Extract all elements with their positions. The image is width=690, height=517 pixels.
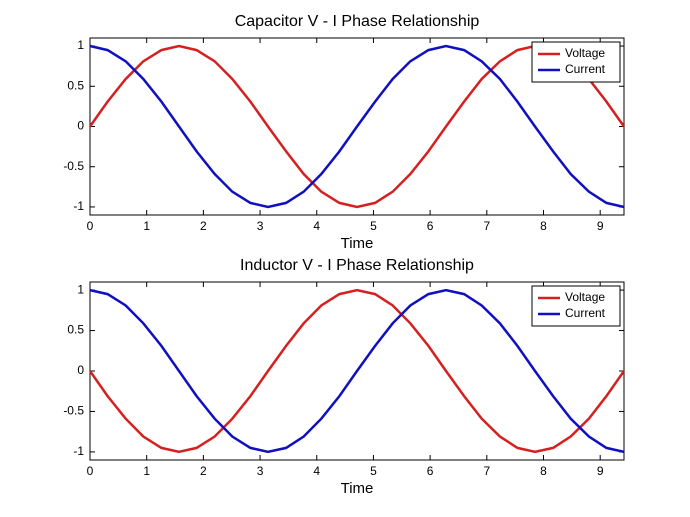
x-tick-label: 0 xyxy=(87,219,94,233)
x-tick-label: 3 xyxy=(257,464,264,478)
x-tick-label: 1 xyxy=(143,219,150,233)
y-tick-label: 0 xyxy=(77,119,84,133)
legend-label: Voltage xyxy=(565,46,605,60)
chart-title: Inductor V - I Phase Relationship xyxy=(240,257,474,274)
y-tick-label: 0.5 xyxy=(67,323,84,337)
x-tick-label: 3 xyxy=(257,219,264,233)
x-tick-label: 2 xyxy=(200,464,207,478)
x-tick-label: 8 xyxy=(540,219,547,233)
legend-label: Current xyxy=(565,306,606,320)
series-line xyxy=(89,44,625,209)
y-tick-label: 0.5 xyxy=(67,78,84,92)
x-tick-label: 8 xyxy=(540,464,547,478)
series-line xyxy=(89,288,625,454)
x-tick-label: 2 xyxy=(200,219,207,233)
legend-label: Voltage xyxy=(565,290,605,304)
chart-title: Capacitor V - I Phase Relationship xyxy=(235,13,480,30)
y-tick-label: -1 xyxy=(73,444,84,458)
x-axis-label: Time xyxy=(341,480,374,497)
x-tick-label: 9 xyxy=(597,464,604,478)
legend-label: Current xyxy=(565,62,606,76)
y-tick-label: 0 xyxy=(77,363,84,377)
y-tick-label: 1 xyxy=(77,38,84,52)
y-tick-label: -0.5 xyxy=(63,159,84,173)
x-axis-label: Time xyxy=(341,235,374,252)
series-line xyxy=(88,288,626,454)
y-tick-label: -1 xyxy=(73,199,84,213)
x-tick-label: 5 xyxy=(370,464,377,478)
x-tick-label: 4 xyxy=(313,219,320,233)
y-tick-label: -0.5 xyxy=(63,404,84,418)
x-tick-label: 5 xyxy=(370,219,377,233)
x-tick-label: 9 xyxy=(597,219,604,233)
y-tick-label: 1 xyxy=(77,282,84,296)
legend-box xyxy=(531,41,621,83)
x-tick-label: 0 xyxy=(87,464,94,478)
x-tick-label: 7 xyxy=(483,219,490,233)
x-tick-label: 4 xyxy=(313,464,320,478)
x-tick-label: 1 xyxy=(143,464,150,478)
x-tick-label: 7 xyxy=(483,464,490,478)
x-tick-label: 6 xyxy=(427,464,434,478)
legend-box xyxy=(531,285,621,327)
x-tick-label: 6 xyxy=(427,219,434,233)
